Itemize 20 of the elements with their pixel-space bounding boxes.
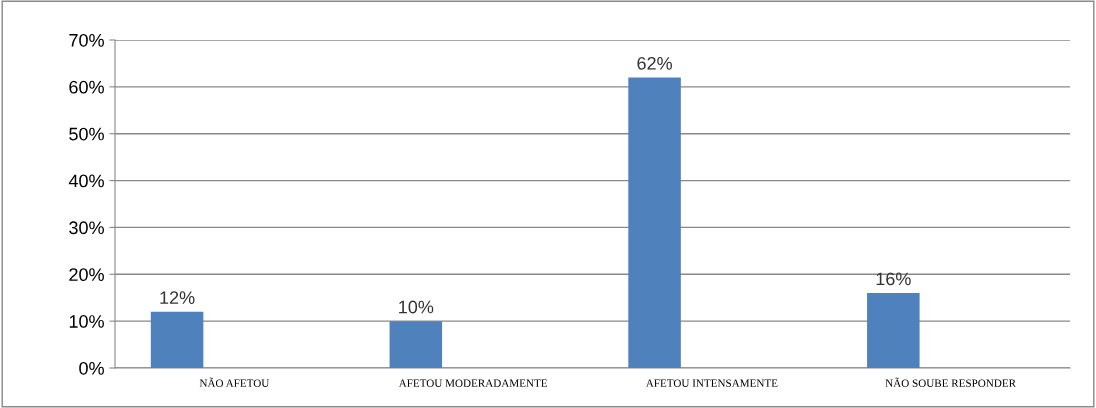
y-tick-label: 70% [69, 33, 104, 47]
y-tick-label: 60% [69, 80, 104, 94]
y-tick-label: 0% [79, 361, 104, 375]
bar [389, 321, 443, 368]
bar [867, 293, 920, 368]
data-label: 62% [637, 56, 672, 70]
y-tick-label: 20% [69, 268, 104, 282]
y-tick-label: 50% [69, 127, 104, 141]
bar [150, 311, 204, 368]
x-tick-label: NÃO AFETOU [199, 377, 270, 387]
y-tick-label: 30% [69, 221, 104, 235]
x-tick-label: AFETOU MODERADAMENTE [398, 379, 548, 387]
y-tick-label: 40% [68, 174, 104, 188]
data-label: 16% [876, 272, 911, 286]
data-label: 10% [399, 300, 434, 314]
data-label: 12% [160, 291, 195, 304]
x-tick-label: NÃO SOUBE RESPONDER [885, 377, 1017, 387]
y-tick-label: 10% [69, 315, 104, 328]
bar [628, 77, 681, 368]
x-tick-label: AFETOU INTENSAMENTE [645, 379, 778, 387]
